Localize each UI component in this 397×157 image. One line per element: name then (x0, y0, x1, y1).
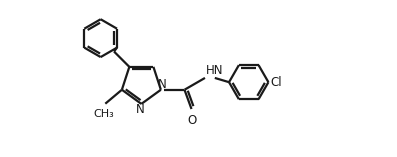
Text: CH₃: CH₃ (94, 109, 114, 119)
Text: N: N (135, 103, 144, 116)
Text: N: N (158, 78, 167, 91)
Text: O: O (187, 114, 196, 127)
Text: HN: HN (206, 64, 223, 77)
Text: Cl: Cl (271, 76, 282, 89)
